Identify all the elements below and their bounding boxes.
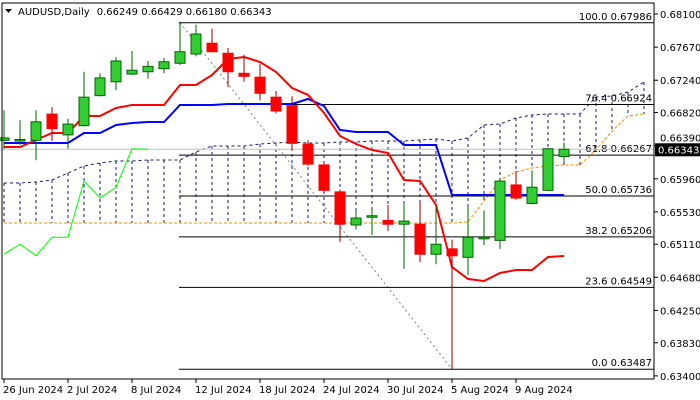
bullish-candle xyxy=(110,60,122,83)
bullish-candle xyxy=(14,139,26,142)
bullish-candle xyxy=(462,236,474,258)
symbol-label: AUDUSD,Daily xyxy=(18,7,90,18)
bearish-candle xyxy=(270,96,282,112)
chikou-span-line xyxy=(3,148,149,257)
price-tick-label: 0.64680 xyxy=(660,273,700,284)
bearish-candle xyxy=(46,113,58,130)
bullish-candle xyxy=(30,121,42,141)
price-tick-label: 0.65530 xyxy=(660,208,700,219)
time-axis[interactable]: 26 Jun 2024 2 Jul 2024 8 Jul 2024 12 Jul 20… xyxy=(3,379,573,396)
bearish-candle xyxy=(510,184,522,199)
price-tick-label: 0.67240 xyxy=(660,76,700,87)
bullish-candle xyxy=(350,217,362,226)
chart-header: AUDUSD,Daily 0.66249 0.66429 0.66180 0.6… xyxy=(5,7,272,18)
bearish-candle xyxy=(254,76,266,94)
bullish-candle xyxy=(142,65,154,73)
bullish-candle xyxy=(494,180,506,241)
fib-level-label: 23.6 0.64549 xyxy=(585,276,652,287)
bullish-candle xyxy=(366,215,378,218)
bullish-candle xyxy=(158,61,170,70)
price-tick-label: 0.65110 xyxy=(660,240,700,251)
fib-level-label: 50.0 0.65736 xyxy=(585,185,652,196)
bearish-candle xyxy=(286,105,298,144)
price-tick-label: 0.63400 xyxy=(660,372,700,383)
bearish-candle xyxy=(318,164,330,191)
bearish-candle xyxy=(222,52,234,73)
bullish-candle xyxy=(94,77,106,97)
price-axis[interactable]: 0.68100 0.67670 0.67240 0.66820 0.66390 0.659… xyxy=(654,10,700,383)
price-tick-label: 0.63830 xyxy=(660,339,700,350)
date-tick-label: 24 Jul 2024 xyxy=(323,385,380,396)
plot-frame xyxy=(1,2,655,380)
bullish-candle xyxy=(526,186,538,204)
fib-level-label: 0.0 0.63487 xyxy=(592,358,652,369)
price-tick-label: 0.66820 xyxy=(660,109,700,120)
date-tick-label: 2 Jul 2024 xyxy=(67,385,117,396)
fib-level-label: 76.4 0.66924 xyxy=(585,94,652,105)
bearish-candle xyxy=(238,72,250,77)
date-tick-label: 9 Aug 2024 xyxy=(515,385,573,396)
bearish-candle xyxy=(206,42,218,53)
price-tick-label: 0.67670 xyxy=(660,43,700,54)
bullish-candle xyxy=(190,33,202,55)
bearish-candle xyxy=(414,223,426,255)
date-tick-label: 5 Aug 2024 xyxy=(451,385,509,396)
date-tick-label: 18 Jul 2024 xyxy=(259,385,316,396)
bearish-candle xyxy=(382,219,394,225)
senkou-span-b-line xyxy=(4,113,645,224)
bullish-candle xyxy=(174,51,186,64)
bullish-candle xyxy=(0,137,10,141)
bearish-candle xyxy=(302,143,314,165)
candles xyxy=(0,21,570,369)
kijun-sen-line xyxy=(4,97,564,196)
current-price-marker xyxy=(655,143,700,157)
bearish-candle xyxy=(334,191,346,225)
date-tick-label: 8 Jul 2024 xyxy=(131,385,181,396)
date-tick-label: 26 Jun 2024 xyxy=(3,385,63,396)
bullish-candle xyxy=(126,69,138,75)
bullish-candle xyxy=(430,243,442,255)
fib-level-label: 100.0 0.67986 xyxy=(579,12,652,23)
bearish-candle xyxy=(446,248,458,257)
price-tick-label: 0.64250 xyxy=(660,306,700,317)
price-tick-label: 0.65960 xyxy=(660,175,700,186)
triangle-down-icon[interactable] xyxy=(5,9,12,13)
current-price-label: 0.66343 xyxy=(658,145,699,156)
date-tick-label: 30 Jul 2024 xyxy=(387,385,444,396)
ohlc-values: 0.66249 0.66429 0.66180 0.66343 xyxy=(97,7,272,18)
senkou-span-a-line xyxy=(4,81,645,184)
tenkan-sen-line xyxy=(4,55,565,283)
price-tick-label: 0.66390 xyxy=(660,133,700,144)
bullish-candle xyxy=(558,148,570,158)
bullish-candle xyxy=(62,123,74,136)
bullish-candle xyxy=(478,236,490,240)
bullish-candle xyxy=(398,220,410,225)
price-tick-label: 0.68100 xyxy=(660,10,700,21)
date-tick-label: 12 Jul 2024 xyxy=(195,385,252,396)
fib-level-label: 38.2 0.65206 xyxy=(585,226,652,237)
bullish-candle xyxy=(78,96,90,127)
bullish-candle xyxy=(542,148,554,191)
